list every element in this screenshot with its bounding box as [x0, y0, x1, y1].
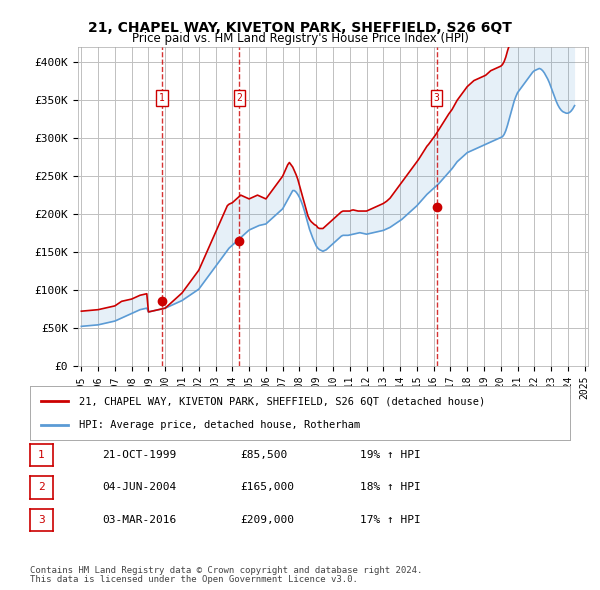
- Text: Price paid vs. HM Land Registry's House Price Index (HPI): Price paid vs. HM Land Registry's House …: [131, 32, 469, 45]
- Text: 04-JUN-2004: 04-JUN-2004: [102, 483, 176, 492]
- Text: 21, CHAPEL WAY, KIVETON PARK, SHEFFIELD, S26 6QT: 21, CHAPEL WAY, KIVETON PARK, SHEFFIELD,…: [88, 21, 512, 35]
- Text: 21, CHAPEL WAY, KIVETON PARK, SHEFFIELD, S26 6QT (detached house): 21, CHAPEL WAY, KIVETON PARK, SHEFFIELD,…: [79, 396, 485, 407]
- Text: 03-MAR-2016: 03-MAR-2016: [102, 515, 176, 525]
- Text: 1: 1: [159, 93, 165, 103]
- Text: £165,000: £165,000: [240, 483, 294, 492]
- Text: 3: 3: [38, 515, 45, 525]
- Text: 3: 3: [434, 93, 439, 103]
- Text: HPI: Average price, detached house, Rotherham: HPI: Average price, detached house, Roth…: [79, 419, 360, 430]
- Text: 19% ↑ HPI: 19% ↑ HPI: [360, 450, 421, 460]
- Text: 1: 1: [38, 450, 45, 460]
- Text: This data is licensed under the Open Government Licence v3.0.: This data is licensed under the Open Gov…: [30, 575, 358, 584]
- Text: Contains HM Land Registry data © Crown copyright and database right 2024.: Contains HM Land Registry data © Crown c…: [30, 566, 422, 575]
- Text: £85,500: £85,500: [240, 450, 287, 460]
- Text: £209,000: £209,000: [240, 515, 294, 525]
- Text: 18% ↑ HPI: 18% ↑ HPI: [360, 483, 421, 492]
- Text: 2: 2: [236, 93, 242, 103]
- Text: 17% ↑ HPI: 17% ↑ HPI: [360, 515, 421, 525]
- Text: 21-OCT-1999: 21-OCT-1999: [102, 450, 176, 460]
- Text: 2: 2: [38, 483, 45, 492]
